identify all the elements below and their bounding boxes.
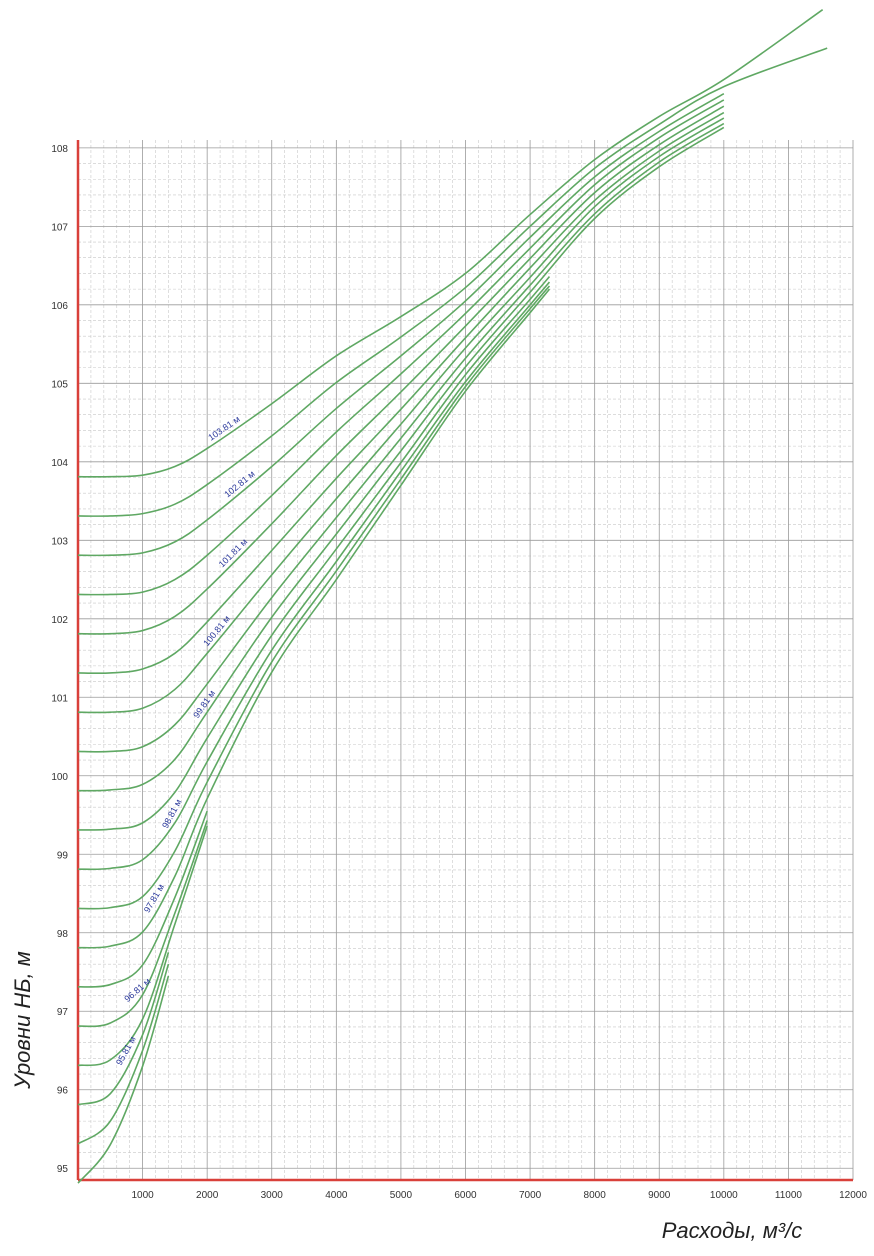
- y-tick-label: 95: [57, 1164, 69, 1175]
- curve: [77, 975, 170, 1184]
- curve: [77, 9, 824, 478]
- x-tick-label: 4000: [325, 1190, 348, 1201]
- curve: [77, 288, 551, 949]
- curve: [77, 285, 551, 910]
- y-tick-label: 102: [51, 615, 68, 626]
- y-tick-label: 107: [51, 222, 68, 233]
- curve: [77, 810, 208, 988]
- y-tick-label: 96: [57, 1086, 69, 1097]
- y-tick-label: 103: [51, 536, 68, 547]
- y-axis-title: Уровни НБ, м: [10, 951, 35, 1090]
- x-tick-label: 9000: [648, 1190, 671, 1201]
- y-tick-label: 104: [51, 458, 68, 469]
- y-tick-label: 106: [51, 301, 68, 312]
- x-tick-label: 10000: [710, 1190, 738, 1201]
- y-tick-label: 97: [57, 1007, 69, 1018]
- y-tick-label: 100: [51, 772, 68, 783]
- curve-label: 95.81 м: [114, 1035, 138, 1067]
- curve: [77, 47, 828, 517]
- y-tick-label: 99: [57, 850, 69, 861]
- curve: [77, 122, 725, 753]
- x-tick-label: 8000: [584, 1190, 607, 1201]
- x-tick-label: 6000: [454, 1190, 477, 1201]
- curve-label: 97.81 м: [142, 882, 166, 914]
- curve: [77, 276, 551, 831]
- x-tick-label: 7000: [519, 1190, 542, 1201]
- curve: [77, 963, 170, 1145]
- x-tick-label: 12000: [839, 1190, 867, 1201]
- curve: [77, 820, 208, 1028]
- y-tick-label: 98: [57, 929, 69, 940]
- x-tick-label: 11000: [775, 1190, 803, 1201]
- x-tick-label: 3000: [261, 1190, 284, 1201]
- curve: [77, 952, 170, 1106]
- curve: [77, 281, 551, 871]
- curve: [77, 99, 725, 596]
- curve: [77, 117, 725, 714]
- y-tick-label: 108: [51, 144, 68, 155]
- curve: [77, 825, 208, 1067]
- x-tick-label: 1000: [131, 1190, 154, 1201]
- x-tick-label: 2000: [196, 1190, 219, 1201]
- x-tick-label: 5000: [390, 1190, 413, 1201]
- y-tick-label: 101: [51, 693, 68, 704]
- curve-label: 96.81 м: [122, 976, 152, 1004]
- curve: [77, 105, 725, 635]
- x-axis-title: Расходы, м³/с: [662, 1218, 803, 1243]
- y-tick-label: 105: [51, 379, 68, 390]
- curve: [77, 92, 725, 557]
- curve: [77, 111, 725, 675]
- curve: [77, 126, 725, 792]
